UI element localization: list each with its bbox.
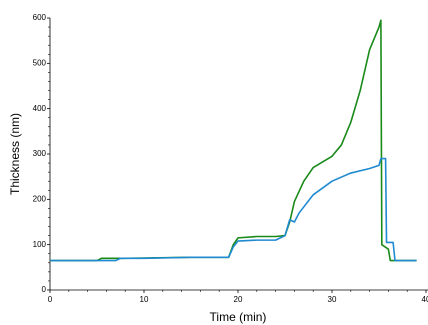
y-tick-label: 600 bbox=[33, 13, 47, 22]
y-tick-label: 200 bbox=[33, 194, 47, 203]
y-tick-label: 500 bbox=[33, 58, 47, 67]
x-tick-label: 40 bbox=[422, 295, 428, 304]
series-line bbox=[50, 19, 417, 262]
y-tick-label: 400 bbox=[33, 104, 47, 113]
x-axis-title: Time (min) bbox=[210, 310, 267, 324]
x-tick-label: 30 bbox=[328, 295, 337, 304]
x-tick-label: 0 bbox=[48, 295, 53, 304]
y-tick-label: 300 bbox=[33, 149, 47, 158]
x-tick-label: 20 bbox=[234, 295, 243, 304]
series-line bbox=[50, 157, 417, 262]
y-tick-label: 100 bbox=[33, 240, 47, 249]
y-tick-label: 0 bbox=[42, 285, 47, 294]
y-axis-title: Thickness (nm) bbox=[8, 113, 22, 195]
x-tick-label: 10 bbox=[140, 295, 149, 304]
